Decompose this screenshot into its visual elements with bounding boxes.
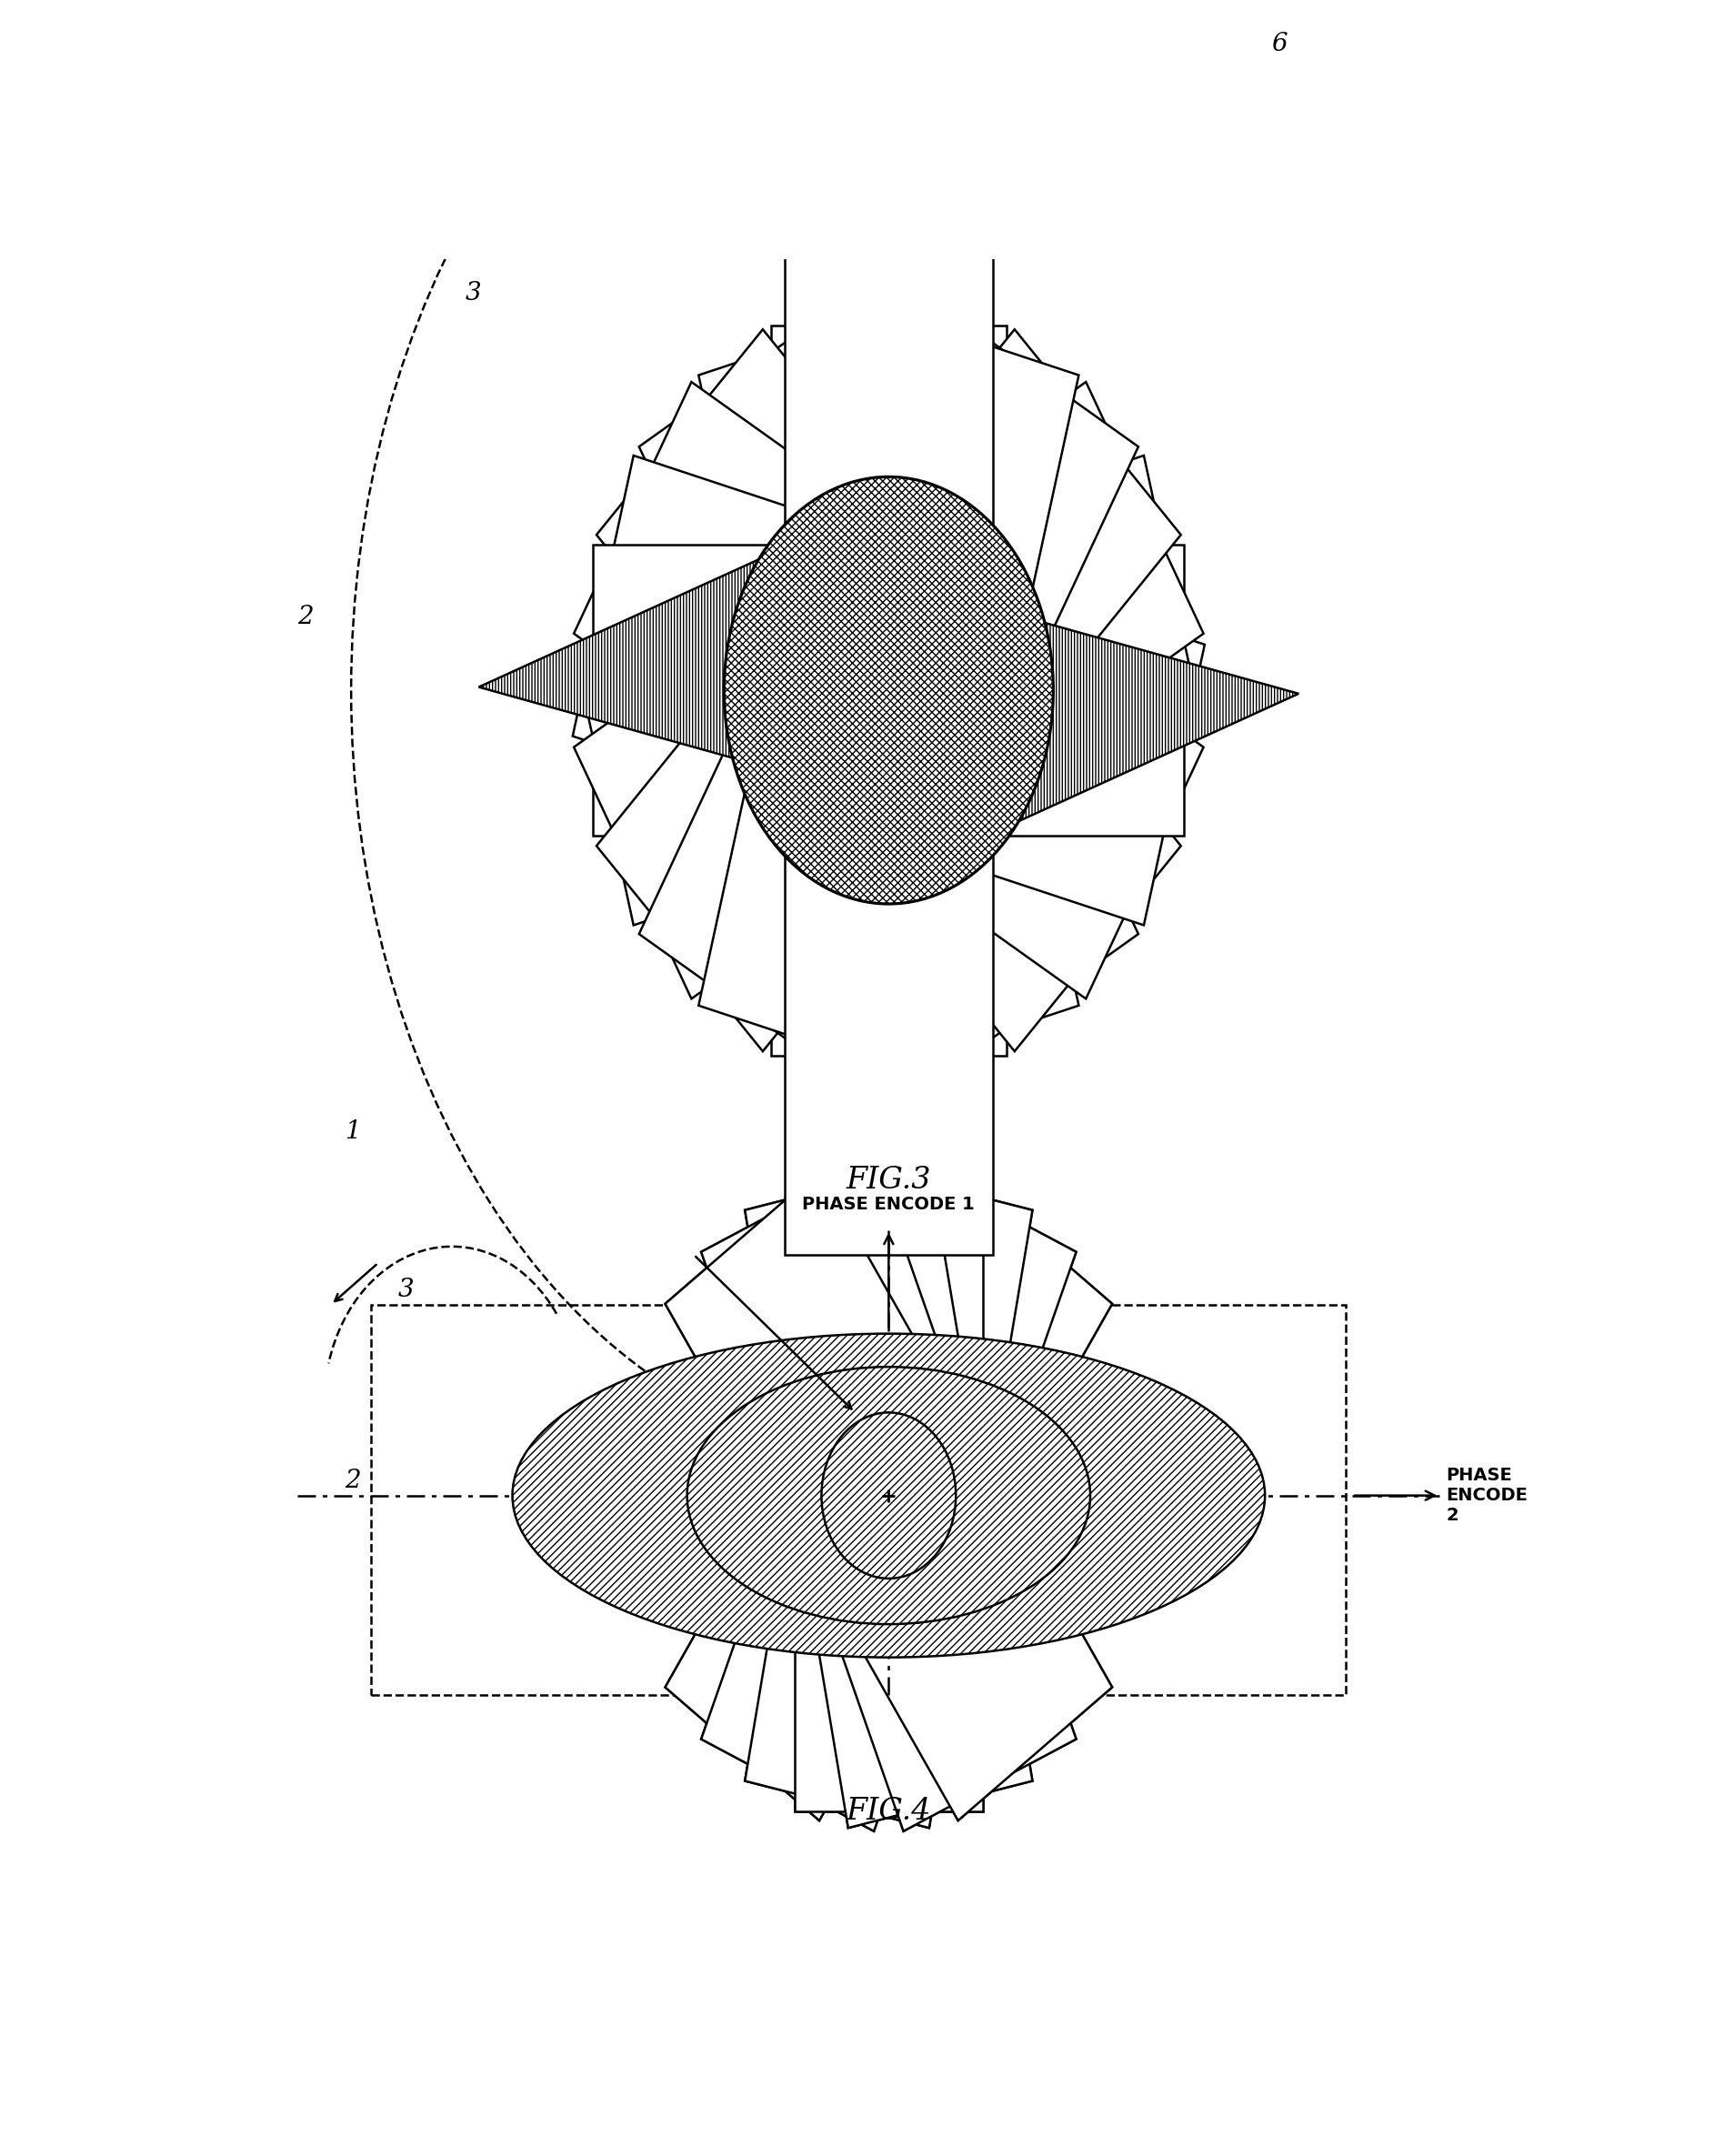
Polygon shape [699,300,1079,1080]
Polygon shape [593,545,1184,837]
Polygon shape [794,1179,983,1811]
Polygon shape [699,300,1079,1080]
Polygon shape [746,1162,1032,1828]
Text: PHASE ENCODE 1: PHASE ENCODE 1 [803,1197,975,1214]
Polygon shape [640,302,1138,1080]
Text: FIG.4: FIG.4 [846,1796,931,1826]
Polygon shape [666,1171,1111,1820]
Text: 6: 6 [1271,32,1288,56]
Polygon shape [574,382,1203,998]
Polygon shape [746,1162,1032,1828]
Text: 3: 3 [399,1276,414,1302]
Text: FIG.3: FIG.3 [846,1166,931,1194]
Ellipse shape [687,1367,1091,1623]
Polygon shape [784,125,994,1255]
Polygon shape [772,326,1006,1056]
Ellipse shape [822,1412,955,1578]
Polygon shape [596,330,1181,1052]
Ellipse shape [725,476,1053,903]
Polygon shape [640,302,1138,1080]
Polygon shape [479,550,1299,832]
Text: 3: 3 [465,280,482,306]
Polygon shape [746,1162,1032,1828]
Polygon shape [596,330,1181,1052]
Ellipse shape [512,1335,1266,1658]
Polygon shape [701,1160,1077,1830]
Polygon shape [666,1171,1111,1820]
Bar [371,1304,1346,1695]
Polygon shape [666,1171,1111,1820]
Text: PHASE
ENCODE
2: PHASE ENCODE 2 [1446,1466,1528,1524]
Polygon shape [794,1179,983,1811]
Text: 1: 1 [345,1119,361,1145]
Polygon shape [666,1171,1111,1820]
Polygon shape [701,1160,1077,1830]
Polygon shape [572,455,1205,925]
Polygon shape [574,382,1203,998]
Polygon shape [701,1160,1077,1830]
Text: 2: 2 [345,1468,361,1492]
Text: 2: 2 [298,606,314,630]
Polygon shape [572,455,1205,925]
Polygon shape [701,1160,1077,1830]
Polygon shape [746,1162,1032,1828]
